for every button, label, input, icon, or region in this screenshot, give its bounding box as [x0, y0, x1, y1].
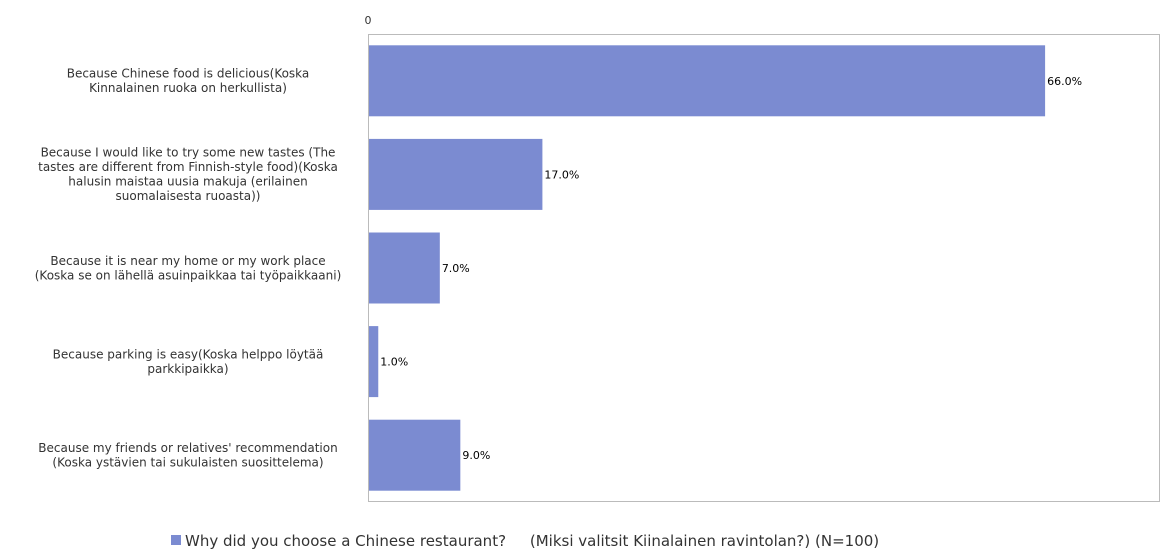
bar	[368, 419, 461, 491]
legend-label: Why did you choose a Chinese restaurant?…	[185, 532, 879, 550]
legend-swatch	[171, 535, 181, 545]
category-label: Because I would like to try some new tas…	[38, 146, 338, 204]
plot-area	[368, 34, 1160, 502]
bar	[368, 45, 1046, 117]
category-label-line: Because Chinese food is delicious(Koska	[67, 67, 310, 81]
data-label: 17.0%	[544, 168, 579, 181]
category-label-line: halusin maistaa uusia makuja (erilainen	[68, 175, 307, 189]
data-label: 1.0%	[380, 356, 408, 369]
category-label-line: (Koska ystävien tai sukulaisten suositte…	[52, 455, 323, 469]
category-label: Because Chinese food is delicious(Koska K…	[67, 67, 310, 96]
data-label: 66.0%	[1047, 75, 1082, 88]
category-label: Because my friends or relatives' recomme…	[38, 441, 337, 470]
bar	[368, 138, 543, 210]
category-labels-group: Because Chinese food is delicious(Koska K…	[35, 67, 342, 470]
category-label: Because parking is easy(Koska helppo löy…	[53, 347, 324, 376]
category-label-line: Because I would like to try some new tas…	[41, 146, 336, 160]
x-tick-label: 0	[365, 14, 372, 27]
data-label: 9.0%	[462, 449, 490, 462]
category-label-line: Kinnalainen ruoka on herkullista)	[89, 81, 287, 95]
bar	[368, 232, 440, 304]
category-label-line: Because parking is easy(Koska helppo löy…	[53, 347, 324, 361]
data-label: 7.0%	[442, 262, 470, 275]
category-label-line: parkkipaikka)	[147, 362, 228, 376]
category-label-line: Because it is near my home or my work pl…	[50, 254, 325, 268]
category-label: Because it is near my home or my work pl…	[35, 254, 342, 283]
category-label-line: suomalaisesta ruoasta))	[116, 189, 261, 203]
category-label-line: (Koska se on lähellä asuinpaikkaa tai ty…	[35, 268, 342, 282]
legend: Why did you choose a Chinese restaurant?…	[171, 532, 879, 550]
category-label-line: tastes are different from Finnish-style …	[38, 160, 338, 174]
bars-group: 66.0% 17.0% 7.0% 1.0% 9.0%	[368, 45, 1082, 491]
bar	[368, 326, 379, 398]
category-label-line: Because my friends or relatives' recomme…	[38, 441, 337, 455]
